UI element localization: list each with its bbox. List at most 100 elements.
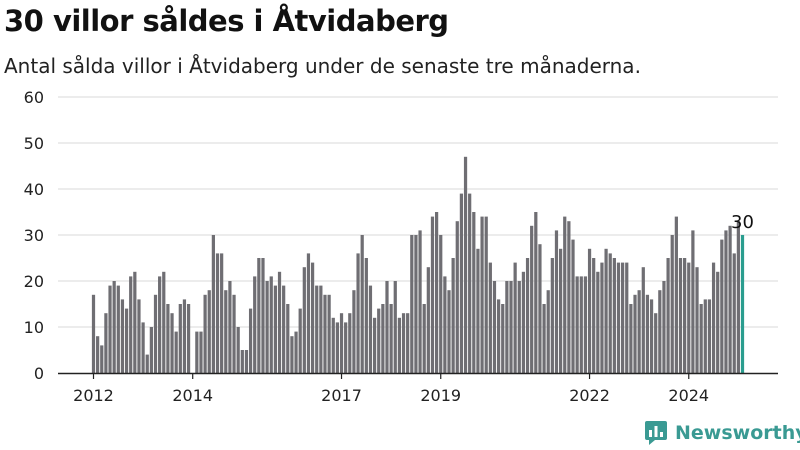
bar [629, 304, 633, 373]
bar [195, 331, 199, 373]
bar [310, 262, 315, 373]
bar [691, 230, 695, 373]
bar [654, 313, 658, 373]
bar [331, 317, 335, 373]
bar [563, 216, 567, 373]
bar [678, 258, 683, 373]
highlight-value-label: 30 [731, 212, 754, 233]
bar [488, 262, 492, 373]
bar [133, 271, 137, 373]
bar [625, 262, 629, 373]
bar [546, 290, 550, 373]
bar [587, 248, 592, 373]
x-tick-label: 2012 [73, 386, 114, 405]
bar [360, 235, 364, 373]
bar [443, 276, 447, 373]
bar [182, 299, 187, 373]
bar [158, 276, 162, 373]
bar [91, 294, 96, 373]
bar [401, 313, 406, 373]
bar [96, 336, 100, 373]
bar [327, 294, 331, 373]
newsworthy-logo: Newsworthy [645, 421, 800, 445]
bar [414, 235, 418, 373]
bar [637, 290, 641, 373]
bar [492, 281, 497, 373]
bar [699, 304, 703, 373]
y-tick-label: 60 [24, 88, 44, 107]
bar [571, 239, 575, 373]
bar [608, 253, 612, 373]
bar [372, 317, 377, 373]
bar [513, 262, 517, 373]
bar [509, 281, 513, 373]
chart-title: 30 villor såldes i Åtvidaberg [4, 4, 449, 38]
bar [348, 313, 352, 373]
x-axis: 2012 2014 2017 2019 2022 2024 [58, 372, 778, 405]
bar [116, 285, 120, 373]
bar [162, 271, 166, 373]
bar [174, 331, 178, 373]
bar [542, 304, 546, 373]
x-tick-label: 2014 [172, 386, 213, 405]
bar [732, 253, 736, 373]
bar [525, 258, 530, 373]
bar [575, 276, 579, 373]
bar [166, 304, 170, 373]
bar [344, 322, 348, 373]
bar [215, 253, 220, 373]
bar [257, 258, 261, 373]
bar [567, 221, 571, 373]
bar [472, 212, 476, 373]
bar [530, 225, 534, 373]
bar [124, 308, 129, 373]
bar [505, 281, 509, 373]
bar [335, 322, 340, 373]
bar [476, 248, 480, 373]
bar [554, 230, 559, 373]
bar [393, 281, 397, 373]
bar [683, 258, 687, 373]
x-tick-label: 2017 [321, 386, 362, 405]
bar [521, 271, 526, 373]
bar [703, 299, 707, 373]
bar [220, 253, 224, 373]
bar [480, 216, 484, 373]
bar [418, 230, 422, 373]
bar [426, 267, 430, 373]
x-tick-label: 2024 [668, 386, 709, 405]
bar [720, 239, 724, 373]
bar [687, 262, 691, 373]
bar [455, 221, 459, 373]
x-tick-label: 2022 [569, 386, 610, 405]
bar [501, 304, 505, 373]
bar [319, 285, 323, 373]
y-tick-label: 0 [34, 364, 44, 383]
bar [364, 258, 368, 373]
bar [451, 258, 455, 373]
bar [616, 262, 621, 373]
bar [583, 276, 588, 373]
bar [120, 299, 125, 373]
bar [385, 281, 389, 373]
bar [707, 299, 712, 373]
bar [711, 262, 716, 373]
chart-subtitle: Antal sålda villor i Åtvidaberg under de… [4, 54, 641, 78]
bar [674, 216, 678, 373]
bar [439, 235, 443, 373]
bar [112, 281, 116, 373]
bar [422, 304, 426, 373]
bar [641, 267, 645, 373]
newsworthy-logo-icon [645, 421, 667, 445]
bar [550, 258, 554, 373]
bar [596, 271, 600, 373]
grid-lines [58, 96, 778, 328]
bar [137, 299, 141, 373]
bar [463, 156, 468, 373]
bar [277, 271, 282, 373]
bar [339, 313, 344, 373]
bar [100, 345, 104, 373]
y-axis: 0 10 20 30 40 50 60 [24, 88, 44, 383]
bar [244, 350, 249, 373]
bar [261, 258, 265, 373]
